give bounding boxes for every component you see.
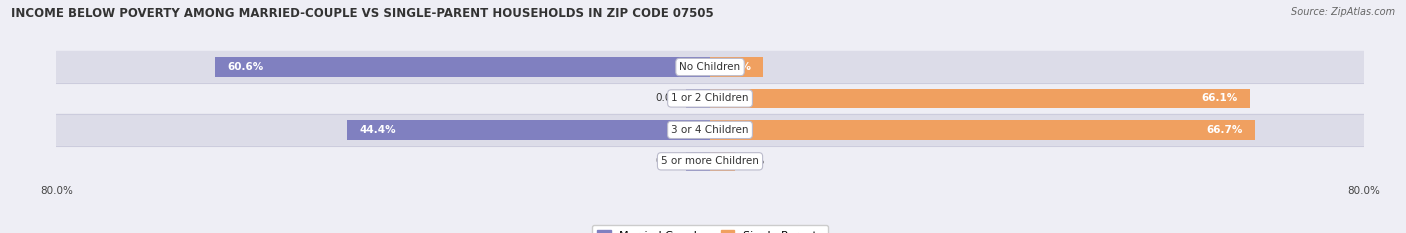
Text: 60.6%: 60.6% bbox=[226, 62, 263, 72]
Bar bbox=[347, 120, 710, 140]
Bar bbox=[56, 146, 1364, 177]
Bar bbox=[56, 114, 1364, 146]
Text: 66.7%: 66.7% bbox=[1206, 125, 1243, 135]
Bar bbox=[710, 89, 1250, 108]
Bar bbox=[686, 152, 710, 171]
Bar bbox=[56, 83, 1364, 114]
Bar bbox=[710, 152, 734, 171]
Text: 0.0%: 0.0% bbox=[738, 156, 765, 166]
Bar bbox=[215, 57, 710, 77]
Text: 5 or more Children: 5 or more Children bbox=[661, 156, 759, 166]
Text: 3 or 4 Children: 3 or 4 Children bbox=[671, 125, 749, 135]
Text: No Children: No Children bbox=[679, 62, 741, 72]
Legend: Married Couples, Single Parents: Married Couples, Single Parents bbox=[592, 225, 828, 233]
Bar bbox=[710, 57, 763, 77]
Bar bbox=[710, 120, 1256, 140]
Text: 0.0%: 0.0% bbox=[655, 156, 682, 166]
Bar bbox=[686, 89, 710, 108]
Text: 0.0%: 0.0% bbox=[655, 93, 682, 103]
Bar bbox=[56, 51, 1364, 83]
Text: INCOME BELOW POVERTY AMONG MARRIED-COUPLE VS SINGLE-PARENT HOUSEHOLDS IN ZIP COD: INCOME BELOW POVERTY AMONG MARRIED-COUPL… bbox=[11, 7, 714, 20]
Text: 6.5%: 6.5% bbox=[721, 62, 751, 72]
Text: 44.4%: 44.4% bbox=[360, 125, 396, 135]
Text: 1 or 2 Children: 1 or 2 Children bbox=[671, 93, 749, 103]
Text: Source: ZipAtlas.com: Source: ZipAtlas.com bbox=[1291, 7, 1395, 17]
Text: 66.1%: 66.1% bbox=[1202, 93, 1237, 103]
